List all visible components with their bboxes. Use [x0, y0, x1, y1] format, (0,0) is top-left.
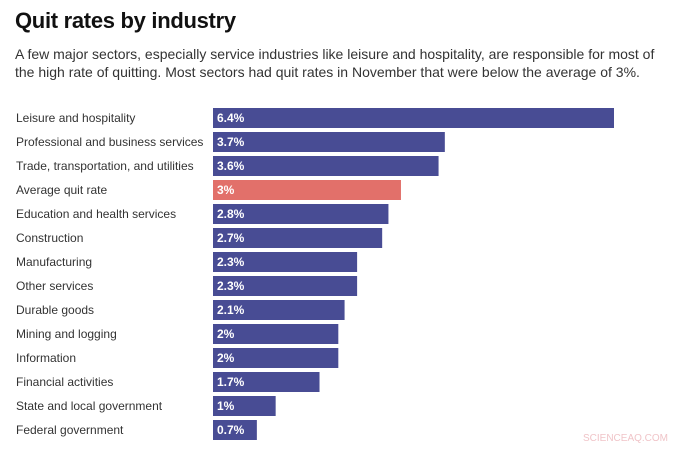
category-label: Trade, transportation, and utilities: [16, 159, 194, 173]
data-label: 1.7%: [217, 375, 245, 389]
category-label: Mining and logging: [16, 327, 117, 341]
bar: [213, 156, 439, 176]
bar: [213, 276, 358, 296]
category-label: Leisure and hospitality: [16, 111, 135, 125]
data-label: 0.7%: [217, 423, 245, 437]
data-label: 3.7%: [217, 135, 245, 149]
bar: [213, 108, 614, 128]
category-label: Manufacturing: [16, 255, 92, 269]
category-label: Financial activities: [16, 375, 113, 389]
data-label: 2%: [217, 327, 235, 341]
data-label: 2.7%: [217, 231, 245, 245]
bar: [213, 324, 339, 344]
category-label: Other services: [16, 279, 93, 293]
bar: [213, 204, 389, 224]
category-label: State and local government: [16, 399, 163, 413]
bar: [213, 252, 358, 272]
data-label: 2.3%: [217, 255, 245, 269]
chart-subtitle: A few major sectors, especially service …: [15, 46, 655, 80]
data-label: 2.8%: [217, 207, 245, 221]
category-label: Construction: [16, 231, 83, 245]
category-label: Average quit rate: [16, 183, 107, 197]
bar: [213, 420, 257, 440]
category-label: Federal government: [16, 423, 124, 437]
bar: [213, 228, 383, 248]
data-label: 3%: [217, 183, 235, 197]
data-label: 2.1%: [217, 303, 245, 317]
bar: [213, 180, 401, 200]
bar: [213, 300, 345, 320]
bar: [213, 396, 276, 416]
chart-title: Quit rates by industry: [15, 8, 236, 33]
category-label: Education and health services: [16, 207, 176, 221]
watermark: SCIENCEAQ.COM: [583, 433, 669, 444]
data-label: 1%: [217, 399, 235, 413]
data-label: 6.4%: [217, 111, 245, 125]
bar: [213, 372, 320, 392]
category-label: Durable goods: [16, 303, 94, 317]
bar: [213, 348, 339, 368]
category-label: Professional and business services: [16, 135, 203, 149]
category-label: Information: [16, 351, 76, 365]
bar: [213, 132, 445, 152]
data-label: 2.3%: [217, 279, 245, 293]
data-label: 2%: [217, 351, 235, 365]
data-label: 3.6%: [217, 159, 245, 173]
